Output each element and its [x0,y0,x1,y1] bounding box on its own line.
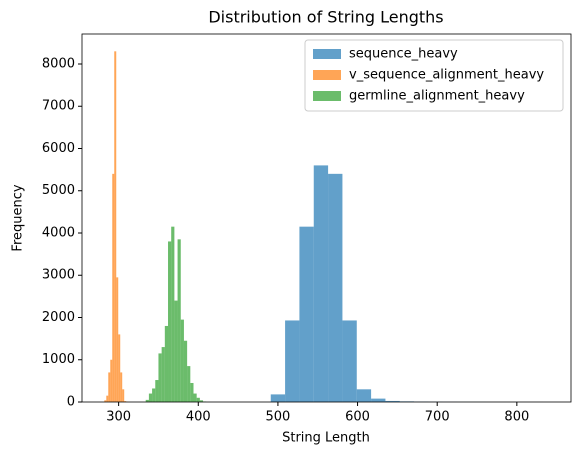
histogram-bar [112,173,115,402]
y-tick-label: 6000 [42,141,75,156]
y-tick-label: 4000 [42,225,75,240]
y-tick-label: 3000 [42,268,75,283]
y-tick-label: 7000 [42,99,75,114]
histogram-bar [196,397,200,402]
histogram-bar [158,353,162,402]
legend-box [304,39,564,112]
y-tick-label: 2000 [42,310,75,325]
x-tick-label: 400 [186,410,211,425]
x-tick-label: 600 [345,410,370,425]
histogram-bar [116,277,119,402]
legend-label: germline_alignment_heavy [349,89,525,104]
legend-swatch [313,70,341,80]
y-tick-label: 0 [67,395,75,410]
histogram-bar [385,400,400,402]
chart-title: Distribution of String Lengths [208,8,443,27]
histogram-bar [108,372,111,402]
x-tick-label: 300 [106,410,131,425]
legend-swatch [313,91,341,101]
histogram-bar [148,393,153,402]
histogram-bar [155,380,159,402]
histogram-bar [106,395,109,402]
histogram-bar [270,394,286,402]
axes-frame [81,33,572,403]
legend-label: v_sequence_alignment_heavy [349,68,544,83]
histogram-bar [193,393,197,402]
histogram-bar [118,334,121,402]
histogram-bar [342,320,357,402]
x-axis-label: String Length [282,431,370,446]
histogram-bar [174,300,178,402]
histogram-bar [183,340,188,402]
histogram-bar [187,366,191,402]
histogram-bar [145,399,149,402]
histogram-bar [120,372,123,402]
histogram-bar [114,51,117,402]
histogram-bar [104,400,107,402]
histogram-bar [168,241,172,402]
y-axis-label: Frequency [11,184,26,251]
histogram-bar [124,401,127,402]
histogram-bar [180,319,184,402]
histogram-bar [371,398,386,402]
histogram-bar [190,382,194,402]
y-tick-label: 5000 [42,183,75,198]
legend-label: sequence_heavy [349,47,458,62]
x-tick-label: 700 [425,410,450,425]
histogram-bar [285,320,300,402]
histogram-bar [328,173,343,402]
y-tick-label: 8000 [42,56,75,71]
histogram-bar [161,347,165,402]
histogram-bar [299,226,314,402]
histogram-bar [152,388,156,402]
x-tick-label: 500 [266,410,291,425]
legend-swatch [313,49,341,59]
y-tick-label: 1000 [42,352,75,367]
histogram-bar [122,389,125,402]
histogram-bar [110,359,113,402]
histogram-bar [313,165,329,402]
x-tick-label: 800 [504,410,529,425]
histogram-bar [199,400,204,402]
histogram-bar [356,389,372,402]
histogram-bar [177,239,181,402]
histogram-bar [164,325,169,402]
histogram-bar [171,226,175,402]
